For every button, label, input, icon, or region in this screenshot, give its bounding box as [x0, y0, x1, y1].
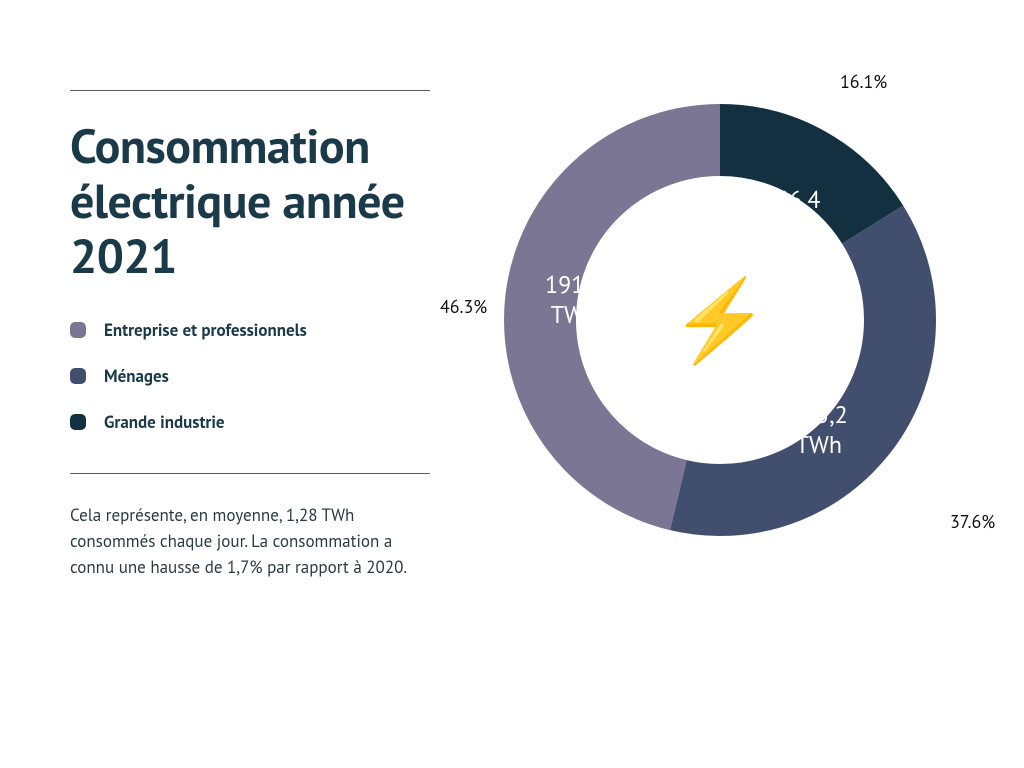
pct-label-entreprise: 46.3%	[440, 295, 487, 318]
rule-top	[70, 90, 430, 91]
page-title: Consommation électrique année 2021	[70, 119, 420, 285]
legend-label: Grande industrie	[104, 411, 225, 433]
pct-label-menages: 37.6%	[950, 510, 995, 533]
caption-text: Cela représente, en moyenne, 1,28 TWh co…	[70, 502, 430, 581]
right-panel: ⚡ 66,4 TWh 155,2 TWh 191,2 TWh 16.1% 37.…	[440, 0, 1024, 768]
legend-swatch	[70, 368, 86, 384]
donut-chart: ⚡ 66,4 TWh 155,2 TWh 191,2 TWh 16.1% 37.…	[490, 90, 950, 550]
legend-item: Grande industrie	[70, 411, 420, 433]
donut-center: ⚡	[635, 235, 805, 405]
legend-item: Ménages	[70, 365, 420, 387]
slice-label-industrie: 66,4 TWh	[775, 185, 821, 245]
slice-label-entreprise: 191,2 TWh	[545, 270, 603, 330]
infographic-container: Consommation électrique année 2021 Entre…	[0, 0, 1024, 768]
pct-label-industrie: 16.1%	[840, 70, 887, 93]
legend-label: Ménages	[104, 365, 169, 387]
slice-label-menages: 155,2 TWh	[790, 400, 848, 460]
lightning-icon: ⚡	[670, 280, 770, 360]
legend-swatch	[70, 414, 86, 430]
legend-label: Entreprise et professionnels	[104, 319, 307, 341]
legend-item: Entreprise et professionnels	[70, 319, 420, 341]
legend-swatch	[70, 322, 86, 338]
rule-mid	[70, 473, 430, 474]
left-panel: Consommation électrique année 2021 Entre…	[0, 0, 440, 768]
legend-list: Entreprise et professionnels Ménages Gra…	[70, 319, 420, 433]
